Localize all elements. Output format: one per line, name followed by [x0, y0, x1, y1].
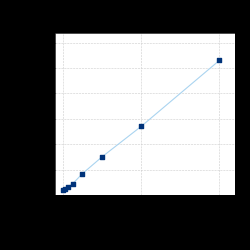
Y-axis label: OD: OD	[33, 109, 38, 119]
X-axis label: Rat PPP3R2
Concentration (ng/ml): Rat PPP3R2 Concentration (ng/ml)	[110, 207, 180, 218]
Point	[61, 188, 65, 192]
Point	[80, 172, 84, 176]
Point	[63, 187, 67, 191]
Point	[139, 124, 143, 128]
Point	[70, 182, 74, 186]
Point	[100, 155, 104, 159]
Point	[217, 58, 221, 62]
Point	[66, 185, 70, 189]
